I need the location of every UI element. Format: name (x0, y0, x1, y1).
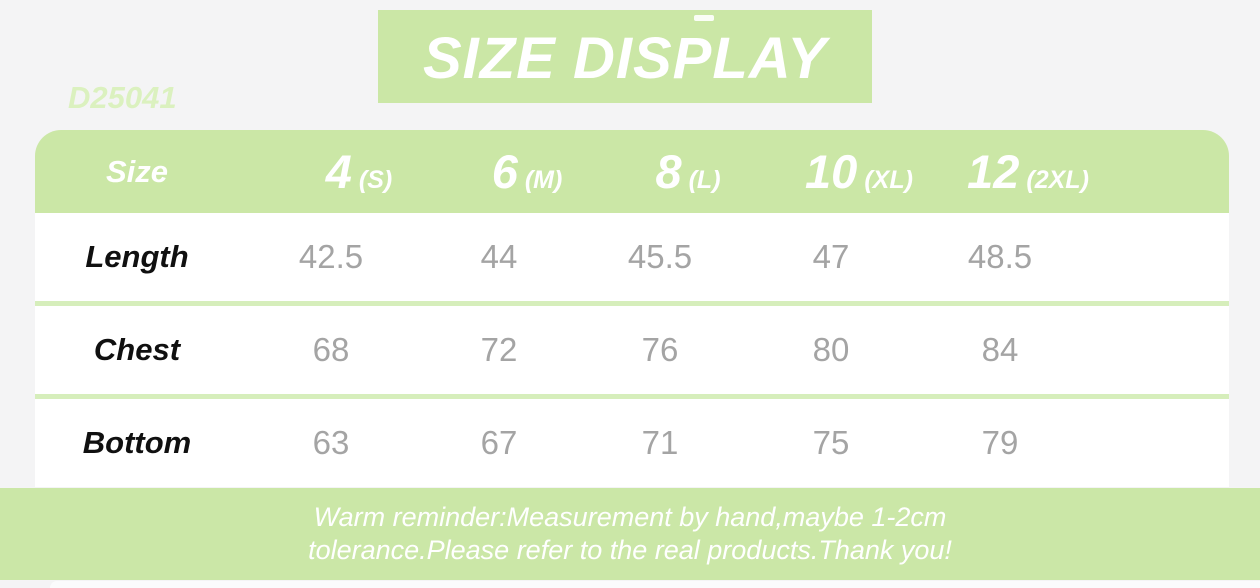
size-number: 10 (805, 145, 858, 198)
size-number: 8 (655, 145, 682, 198)
header-col-10-xl: 10 (XL) (745, 148, 917, 195)
header-col-6-m: 6 (M) (423, 148, 575, 195)
size-table-header-row: Size 4 (S) 6 (M) 8 (L) 10 (XL) 12 (2XL) (35, 130, 1229, 213)
chest-value-l: 76 (641, 331, 679, 368)
row-divider (35, 301, 1229, 306)
table-row-bottom: Bottom 63 67 71 75 79 (35, 399, 1229, 487)
size-fit: (XL) (864, 166, 913, 194)
size-number: 12 (967, 145, 1020, 198)
size-number: 4 (325, 145, 352, 198)
next-section-edge (50, 581, 1260, 588)
product-code: D25041 (68, 80, 177, 115)
header-col-12-2xl: 12 (2XL) (917, 145, 1089, 198)
row-divider (35, 394, 1229, 399)
reminder-line-2: tolerance.Please refer to the real produ… (308, 535, 952, 565)
header-col-4-s: 4 (S) (239, 148, 423, 195)
banner-dash-mark (694, 15, 714, 21)
table-row-length: Length 42.5 44 45.5 47 48.5 (35, 213, 1229, 301)
size-fit: (L) (688, 166, 721, 194)
length-value-l: 45.5 (627, 238, 693, 275)
size-fit: (2XL) (1026, 166, 1089, 194)
size-fit: (S) (358, 166, 393, 194)
chest-value-s: 68 (312, 331, 350, 368)
chest-value-m: 72 (480, 331, 518, 368)
size-fit: (M) (524, 166, 563, 194)
banner: SIZE DISPLAY (378, 10, 872, 103)
reminder-bar: Warm reminder:Measurement by hand,maybe … (0, 488, 1260, 580)
size-number: 6 (491, 145, 518, 198)
bottom-value-2xl: 79 (981, 424, 1019, 461)
length-value-m: 44 (480, 238, 518, 275)
length-value-2xl: 48.5 (967, 238, 1033, 275)
row-label: Chest (93, 332, 181, 367)
chest-value-xl: 80 (812, 331, 850, 368)
table-row-chest: Chest 68 72 76 80 84 (35, 306, 1229, 394)
chest-value-2xl: 84 (981, 331, 1019, 368)
page-title: SIZE DISPLAY (422, 26, 828, 91)
size-table: Size 4 (S) 6 (M) 8 (L) 10 (XL) 12 (2XL) Lengt… (35, 130, 1229, 487)
length-value-xl: 47 (812, 238, 850, 275)
reminder-line-1: Warm reminder:Measurement by hand,maybe … (313, 502, 947, 532)
row-label: Bottom (82, 425, 192, 460)
bottom-value-xl: 75 (812, 424, 850, 461)
bottom-value-l: 71 (641, 424, 679, 461)
row-label: Length (85, 239, 189, 274)
header-col-8-l: 8 (L) (575, 148, 745, 195)
bottom-value-s: 63 (312, 424, 350, 461)
bottom-value-m: 67 (480, 424, 518, 461)
header-size-label: Size (105, 153, 169, 189)
length-value-s: 42.5 (298, 238, 364, 275)
